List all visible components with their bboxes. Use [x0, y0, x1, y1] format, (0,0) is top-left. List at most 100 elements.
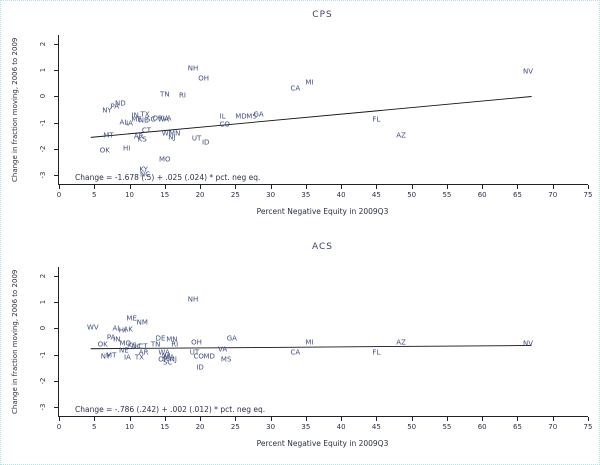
- state-label-HI: HI: [123, 144, 131, 153]
- x-tick-label: 40: [336, 423, 346, 431]
- state-label-TX: TX: [140, 110, 150, 119]
- state-label-MN: MN: [169, 129, 181, 138]
- y-tick-mark: [54, 122, 58, 124]
- x-tick-mark: [517, 417, 519, 421]
- x-tick-mark: [200, 185, 202, 189]
- state-label-NV: NV: [523, 339, 534, 348]
- x-tick-mark: [588, 417, 589, 421]
- state-label-GA: GA: [253, 110, 264, 119]
- state-label-CT: CT: [141, 126, 152, 135]
- x-tick-mark: [94, 185, 96, 189]
- state-label-NC: NC: [139, 170, 151, 179]
- regression-line: [90, 96, 532, 138]
- y-axis-label: Change in fraction moving, 2006 to 2009: [11, 37, 19, 182]
- x-tick-label: 25: [230, 423, 240, 431]
- y-tick-mark: [54, 96, 58, 98]
- x-tick-mark: [482, 185, 484, 189]
- y-tick-label: -2: [39, 377, 47, 385]
- state-label-KS: KS: [137, 135, 147, 144]
- x-tick-mark: [164, 185, 166, 189]
- x-tick-mark: [235, 185, 237, 189]
- y-tick-label: -3: [39, 171, 47, 179]
- y-tick-mark: [54, 70, 58, 72]
- y-tick-label: 2: [39, 41, 47, 47]
- state-label-NH: NH: [187, 295, 199, 304]
- state-label-AK: AK: [123, 325, 133, 334]
- state-label-PA: PA: [110, 102, 119, 111]
- x-tick-mark: [270, 417, 272, 421]
- state-label-IL: IL: [219, 112, 226, 121]
- y-tick-label: 1: [39, 68, 47, 73]
- state-label-VA: VA: [162, 114, 172, 123]
- state-label-MI: MI: [305, 78, 314, 87]
- state-label-FL: FL: [372, 348, 381, 357]
- x-tick-label: 35: [301, 423, 311, 431]
- state-label-NC: NC: [131, 342, 142, 351]
- state-label-MD: MD: [203, 352, 215, 361]
- x-tick-label: 15: [160, 423, 170, 431]
- state-label-FL: FL: [372, 115, 381, 124]
- state-label-RI: RI: [171, 340, 179, 349]
- y-tick-mark: [54, 354, 58, 356]
- x-tick-label: 50: [407, 423, 417, 431]
- x-tick-label: 55: [442, 423, 452, 431]
- y-tick-label: 0: [39, 94, 47, 99]
- x-tick-label: 75: [583, 423, 593, 431]
- state-label-GA: GA: [226, 334, 237, 343]
- state-label-MO: MO: [119, 339, 132, 348]
- state-label-WV: WV: [86, 323, 99, 332]
- state-label-NY: NY: [100, 352, 111, 361]
- x-tick-mark: [482, 417, 484, 421]
- x-tick-mark: [164, 417, 166, 421]
- y-tick-label: -3: [39, 403, 47, 411]
- y-tick-label: 2: [39, 273, 47, 279]
- y-tick-label: -1: [39, 119, 47, 127]
- x-tick-mark: [200, 417, 202, 421]
- state-label-SC: SC: [162, 358, 173, 367]
- y-tick-label: 1: [39, 300, 47, 305]
- state-label-VA: VA: [218, 345, 228, 354]
- state-label-KY: KY: [139, 165, 148, 174]
- state-label-ND: ND: [115, 99, 126, 108]
- x-tick-label: 30: [266, 423, 276, 431]
- state-label-MN: MN: [166, 335, 178, 344]
- x-tick-label: 60: [477, 423, 487, 431]
- x-tick-mark: [517, 185, 519, 189]
- y-tick-mark: [54, 276, 58, 278]
- state-label-MS: MS: [246, 112, 257, 121]
- state-label-CA: CA: [290, 84, 301, 93]
- y-tick-mark: [54, 380, 58, 382]
- x-tick-label: 10: [125, 423, 134, 431]
- state-label-NV: NV: [523, 67, 534, 76]
- x-tick-label: 60: [477, 191, 487, 199]
- state-label-RI: RI: [178, 91, 186, 100]
- x-tick-label: 50: [407, 191, 417, 199]
- regression-annotation: Change = -1.678 (.5) + .025 (.024) * pct…: [75, 173, 261, 182]
- x-tick-label: 70: [548, 423, 558, 431]
- x-tick-mark: [446, 185, 448, 189]
- state-label-TN: TN: [160, 90, 170, 99]
- x-tick-mark: [235, 417, 237, 421]
- state-label-CT: CT: [138, 342, 148, 351]
- x-tick-label: 45: [371, 191, 381, 199]
- x-tick-label: 0: [56, 191, 62, 199]
- x-tick-mark: [588, 185, 589, 189]
- state-label-OH: OH: [198, 74, 209, 83]
- state-label-NJ: NJ: [168, 133, 176, 142]
- x-tick-mark: [446, 417, 448, 421]
- state-label-NE: NE: [119, 346, 129, 355]
- state-label-OR: OR: [158, 355, 169, 364]
- y-tick-mark: [54, 406, 58, 408]
- y-tick-mark: [54, 328, 58, 330]
- state-label-TN: TN: [150, 340, 161, 349]
- state-label-UT: UT: [191, 134, 202, 143]
- x-axis-label: Percent Negative Equity in 2009Q3: [256, 439, 389, 448]
- x-tick-mark: [129, 185, 131, 189]
- state-label-IA: IA: [126, 119, 133, 128]
- y-tick-label: -1: [39, 351, 47, 359]
- state-label-IA: IA: [123, 353, 131, 362]
- y-tick-label: -2: [39, 145, 47, 153]
- y-tick-mark: [54, 174, 58, 176]
- y-tick-mark: [54, 44, 58, 46]
- state-label-WA: WA: [157, 115, 170, 124]
